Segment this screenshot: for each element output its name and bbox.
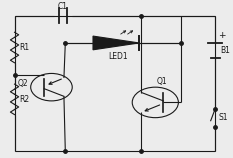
Text: R1: R1 <box>20 43 30 52</box>
Text: C1: C1 <box>58 2 68 11</box>
Polygon shape <box>93 36 139 50</box>
Text: LED1: LED1 <box>109 52 128 61</box>
Text: Q2: Q2 <box>18 79 28 88</box>
Text: R2: R2 <box>20 95 30 104</box>
Text: S1: S1 <box>219 113 228 122</box>
Text: +: + <box>218 31 225 40</box>
Text: B1: B1 <box>220 46 230 55</box>
Text: Q1: Q1 <box>157 77 167 86</box>
